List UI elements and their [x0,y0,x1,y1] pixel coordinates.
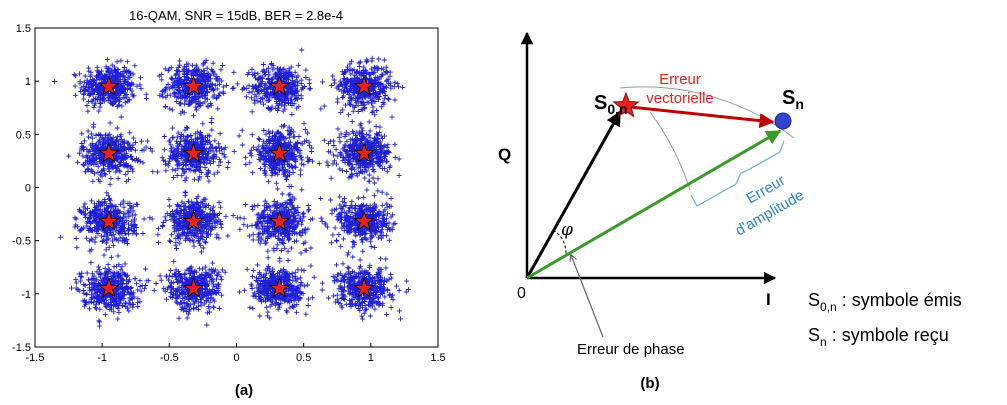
symbol-star-2 [182,75,205,96]
y-tick-label: -1 [21,289,31,301]
phi-label: φ [561,220,573,240]
symbol-star-10 [182,210,205,231]
symbol-star-15 [268,277,291,298]
caption-a: (a) [235,382,253,399]
phase-angle-arc [552,229,567,255]
symbol-star-1 [98,75,120,96]
y-tick-label: 1.5 [16,23,31,35]
transmitted-vector [525,110,622,279]
symbol-star-16 [353,277,375,298]
x-tick-label: 0.5 [296,352,311,364]
symbol-star-8 [353,142,375,163]
y-tick-label: 0.5 [16,129,31,141]
amplitude-bracket [690,140,785,207]
symbol-star-11 [268,210,291,231]
symbol-star-9 [98,210,120,231]
symbol-star-13 [98,277,120,298]
y-tick-label: 1 [25,76,31,88]
q-axis-label: Q [498,145,511,164]
origin-label: 0 [517,285,526,302]
symbol-star-3 [268,75,291,96]
phase-pointer-arrow [571,255,604,338]
y-tick-label: -0.5 [12,236,31,248]
symbol-star-12 [353,210,375,231]
caption-b: (b) [640,375,659,392]
constellation-chart: 16-QAM, SNR = 15dB, BER = 2.8e-4 -1.5 -1-… [12,8,446,399]
x-tick-label: 0 [233,352,239,364]
symbol-stars [98,75,375,298]
chart-title: 16-QAM, SNR = 15dB, BER = 2.8e-4 [129,8,343,23]
x-tick-label: -1 [97,352,107,364]
i-axis-label: I [766,290,771,309]
sn-label: Sn [782,87,804,112]
y-tick-label: 0 [25,183,31,195]
received-vector [526,129,782,280]
legend-transmitted: S0,n : symbole émis [808,290,962,314]
s0n-label: S0,n [594,92,628,117]
vector-error-label-line2: vectorielle [646,90,714,107]
symbol-star-5 [98,142,120,163]
transmitted-symbol-star [612,91,640,118]
received-symbol-point [774,112,792,130]
x-tick-label: 1.5 [430,352,445,364]
error-vector [629,105,775,129]
amplitude-arc [619,86,795,139]
vector-error-label-line1: Erreur [659,71,701,88]
symbol-star-7 [268,142,291,163]
vector-diagram: Q I 0 φ Erreur de phase S0,n Sn Erreur v… [498,31,962,392]
phase-arc [649,111,691,191]
x-tick-label: -1.5 [26,352,45,364]
symbol-star-4 [353,75,375,96]
x-tick-label: 1 [368,352,374,364]
axis-ticks: -1.5 -1 -0.5 0 0.5 1 1.5 -1.5 -1 -0.5 0 0.5 1 1.5 [12,23,446,364]
legend-received: Sn : symbole reçu [808,325,949,349]
x-tick-label: -0.5 [160,352,179,364]
symbol-star-14 [182,277,205,298]
phase-error-label: Erreur de phase [577,341,685,358]
y-tick-label: -1.5 [12,342,31,354]
symbol-star-6 [182,142,205,163]
